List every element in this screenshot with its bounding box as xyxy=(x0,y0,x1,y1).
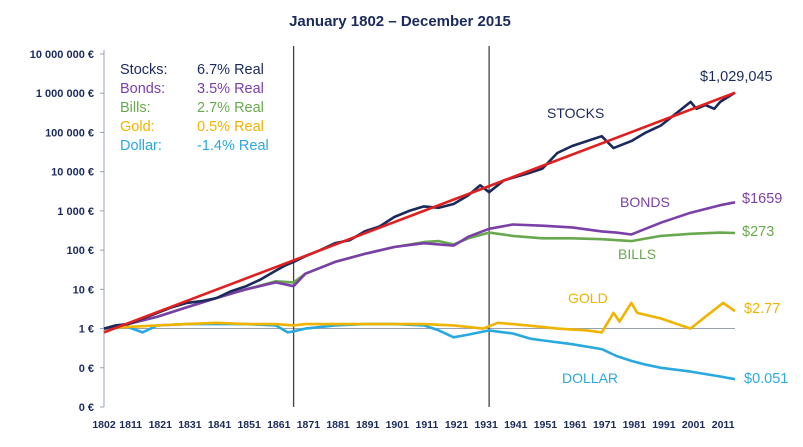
y-tick-label: 0 € xyxy=(79,363,94,375)
axes: 10 000 000 € 1 000 000 € 100 000 € 10 000 €… xyxy=(30,49,735,431)
series-labels: STOCKS BONDS BILLS GOLD DOLLAR $1,029,045 $165… xyxy=(547,69,788,387)
y-tick-label: 1 000 € xyxy=(57,206,94,218)
series-line-bonds xyxy=(103,201,736,330)
x-tick-label: 1841 xyxy=(208,419,232,431)
x-tick-label: 1831 xyxy=(178,419,202,431)
series-lines xyxy=(103,91,736,381)
y-tick-label: 0 € xyxy=(79,402,94,414)
end-value-label: $1659 xyxy=(742,191,782,207)
y-tick-label: 100 € xyxy=(66,245,94,257)
legend-name: Gold: xyxy=(120,119,155,135)
series-label: STOCKS xyxy=(547,105,604,121)
legend-rate: 3.5% Real xyxy=(197,81,264,97)
x-tick-label: 1861 xyxy=(267,419,291,431)
legend: Stocks: 6.7% Real Bonds: 3.5% Real Bills: 2.7… xyxy=(120,62,269,154)
legend-rate: -1.4% Real xyxy=(197,138,269,154)
end-value-label: $273 xyxy=(742,224,774,240)
x-tick-label: 1991 xyxy=(652,419,676,431)
y-tick-label: 10 000 000 € xyxy=(30,49,94,61)
x-tick-label: 1961 xyxy=(563,419,587,431)
legend-rate: 2.7% Real xyxy=(197,100,264,116)
series-label: BONDS xyxy=(620,194,670,210)
legend-name: Stocks: xyxy=(120,62,168,78)
y-tick-label: 100 000 € xyxy=(45,127,94,139)
x-tick-label: 1891 xyxy=(356,419,380,431)
end-value-label: $1,029,045 xyxy=(700,69,773,85)
end-value-label: $0.051 xyxy=(744,371,788,387)
x-tick-label: 1971 xyxy=(593,419,617,431)
x-tick-label: 1821 xyxy=(149,419,173,431)
series-label: GOLD xyxy=(568,290,608,306)
legend-rate: 6.7% Real xyxy=(197,62,264,78)
series-label: BILLS xyxy=(618,246,656,262)
x-tick-label: 1851 xyxy=(237,419,261,431)
y-tick-label: 1 000 000 € xyxy=(36,88,94,100)
x-tick-label: 1911 xyxy=(416,419,439,431)
legend-rate: 0.5% Real xyxy=(197,119,264,135)
series-label: DOLLAR xyxy=(562,370,618,386)
x-tick-label: 2011 xyxy=(712,419,735,431)
x-tick-label: 1871 xyxy=(297,419,321,431)
x-tick-label: 1981 xyxy=(623,419,647,431)
series-line-gold xyxy=(103,301,736,334)
x-tick-label: 1802 xyxy=(92,419,116,431)
legend-name: Bills: xyxy=(120,100,151,116)
y-tick-label: 10 € xyxy=(73,284,94,296)
y-tick-label: 10 000 € xyxy=(51,167,94,179)
trend-line xyxy=(103,91,736,334)
x-tick-label: 1931 xyxy=(474,419,498,431)
x-tick-label: 1881 xyxy=(326,419,350,431)
legend-name: Dollar: xyxy=(120,138,162,154)
x-tick-label: 1921 xyxy=(445,419,469,431)
series-line-dollar xyxy=(103,322,736,381)
x-tick-label: 1941 xyxy=(504,419,528,431)
y-tick-label: 1 € xyxy=(79,324,94,336)
chart-title: January 1802 – December 2015 xyxy=(289,13,511,30)
end-value-label: $2.77 xyxy=(744,301,780,317)
x-tick-label: 1811 xyxy=(119,419,142,431)
x-tick-label: 1951 xyxy=(534,419,558,431)
vertical-markers xyxy=(292,46,490,407)
x-tick-label: 2001 xyxy=(682,419,706,431)
x-tick-label: 1901 xyxy=(386,419,410,431)
legend-name: Bonds: xyxy=(120,81,165,97)
